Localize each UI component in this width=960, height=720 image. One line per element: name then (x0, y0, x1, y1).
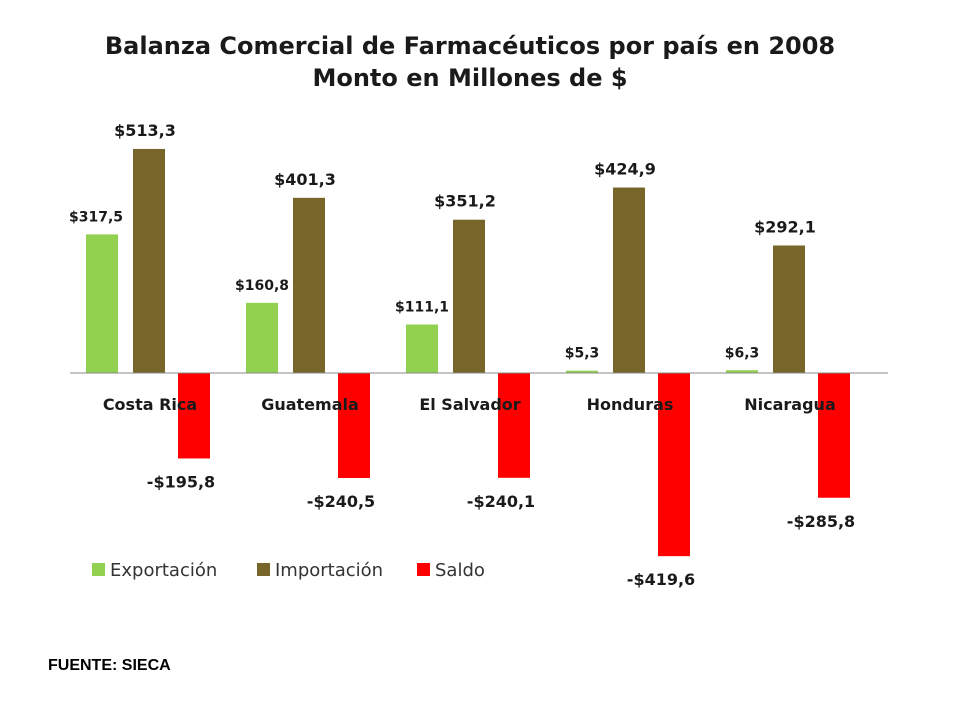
data-label-exportacion: $6,3 (725, 345, 760, 361)
data-label-importacion: $424,9 (594, 160, 656, 179)
bar-importacion-0 (133, 148, 165, 373)
category-label: Guatemala (261, 395, 359, 414)
bar-exportacion-1 (246, 302, 278, 373)
bar-saldo-1 (338, 373, 370, 478)
data-label-importacion: $351,2 (434, 192, 496, 211)
bar-saldo-0 (178, 373, 210, 459)
legend-swatch-2 (417, 563, 430, 576)
category-label: Honduras (587, 395, 674, 414)
source-note: FUENTE: SIECA (48, 657, 171, 674)
data-label-saldo: -$419,6 (627, 570, 695, 589)
data-label-exportacion: $5,3 (565, 346, 600, 362)
data-label-exportacion: $111,1 (395, 300, 449, 316)
bar-saldo-3 (658, 373, 690, 557)
legend-label: Saldo (435, 560, 485, 581)
legend-label: Exportación (110, 560, 217, 581)
bar-importacion-1 (293, 197, 325, 373)
data-label-importacion: $401,3 (274, 170, 336, 189)
bar-exportacion-3 (566, 370, 598, 373)
bar-importacion-3 (613, 187, 645, 373)
chart-title-line1: Balanza Comercial de Farmacéuticos por p… (104, 32, 836, 60)
data-label-exportacion: $160,8 (235, 278, 289, 294)
bar-saldo-4 (818, 373, 850, 498)
legend-swatch-0 (92, 563, 105, 576)
category-label: Nicaragua (744, 395, 835, 414)
data-label-importacion: $513,3 (114, 121, 176, 140)
bar-importacion-4 (773, 245, 805, 373)
data-label-exportacion: $317,5 (69, 209, 123, 225)
legend-swatch-1 (257, 563, 270, 576)
data-label-importacion: $292,1 (754, 217, 816, 236)
bar-exportacion-0 (86, 234, 118, 373)
data-label-saldo: -$285,8 (787, 512, 855, 531)
bar-saldo-2 (498, 373, 530, 478)
data-label-saldo: -$195,8 (147, 472, 215, 491)
chart-title: Balanza Comercial de Farmacéuticos por p… (60, 30, 880, 94)
chart-title-line2: Monto en Millones de $ (312, 64, 628, 92)
data-label-saldo: -$240,5 (307, 492, 375, 511)
bar-importacion-2 (453, 219, 485, 373)
bar-exportacion-4 (726, 370, 758, 373)
legend-label: Importación (275, 560, 383, 581)
data-label-saldo: -$240,1 (467, 492, 535, 511)
category-label: El Salvador (419, 395, 520, 414)
bar-exportacion-2 (406, 324, 438, 373)
category-label: Costa Rica (103, 395, 197, 414)
